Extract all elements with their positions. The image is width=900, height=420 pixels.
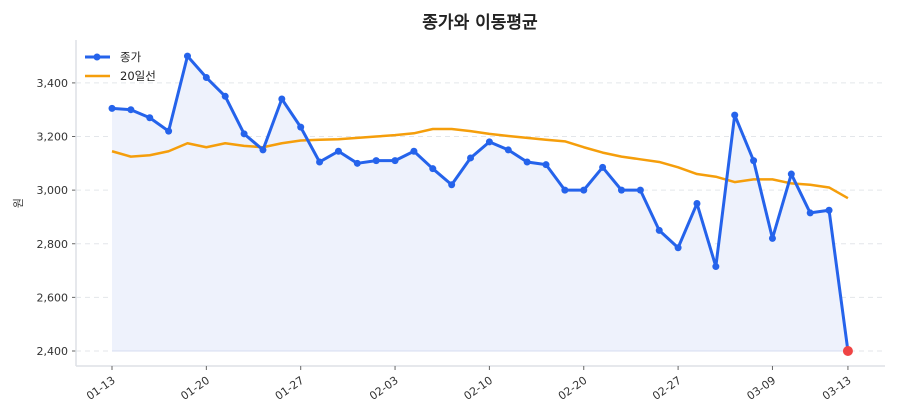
close-point bbox=[787, 170, 795, 178]
close-point bbox=[221, 92, 229, 100]
x-tick-label: 01-27 bbox=[273, 374, 307, 403]
x-tick-label: 01-13 bbox=[84, 374, 118, 403]
close-point bbox=[523, 158, 531, 166]
y-tick-label: 2,800 bbox=[37, 238, 69, 251]
y-axis-label: 원 bbox=[12, 198, 25, 208]
close-point bbox=[825, 206, 833, 214]
x-tick-label: 02-10 bbox=[461, 374, 495, 403]
legend-close-label: 종가 bbox=[120, 50, 142, 64]
close-point bbox=[750, 157, 758, 165]
close-point bbox=[485, 138, 493, 146]
x-tick-label: 01-20 bbox=[178, 374, 212, 403]
close-point bbox=[391, 157, 399, 165]
chart-title: 종가와 이동평균 bbox=[422, 13, 538, 33]
close-point bbox=[580, 186, 588, 194]
close-point bbox=[259, 146, 267, 154]
y-tick-label: 3,200 bbox=[37, 131, 69, 144]
close-point bbox=[712, 263, 720, 271]
close-point bbox=[768, 234, 776, 242]
close-line bbox=[111, 54, 850, 352]
close-point bbox=[165, 127, 173, 135]
close-point bbox=[240, 130, 248, 138]
close-point bbox=[504, 146, 512, 154]
close-point bbox=[278, 95, 286, 103]
x-tick-label: 03-09 bbox=[745, 374, 779, 403]
close-point bbox=[429, 165, 437, 173]
close-area-fill bbox=[112, 56, 848, 351]
x-tick-label: 03-13 bbox=[820, 374, 854, 403]
x-tick-label: 02-20 bbox=[556, 374, 590, 403]
close-point bbox=[448, 181, 456, 189]
close-point bbox=[599, 163, 607, 171]
close-point bbox=[806, 209, 814, 217]
close-last-point bbox=[842, 345, 853, 356]
close-point bbox=[108, 104, 116, 112]
close-point bbox=[334, 147, 342, 155]
close-point bbox=[127, 106, 135, 114]
close-point bbox=[655, 226, 663, 234]
legend: 종가 20일선 bbox=[85, 50, 156, 83]
close-point bbox=[372, 157, 380, 165]
y-tick-label: 3,000 bbox=[37, 184, 69, 197]
close-point bbox=[316, 158, 324, 166]
close-point bbox=[467, 154, 475, 162]
close-point bbox=[542, 161, 550, 169]
legend-ma20-label: 20일선 bbox=[120, 69, 156, 83]
close-point bbox=[146, 114, 154, 122]
close-point bbox=[183, 52, 191, 60]
close-point bbox=[731, 111, 739, 119]
y-tick-label: 3,400 bbox=[37, 77, 69, 90]
close-point bbox=[636, 186, 644, 194]
close-point bbox=[561, 186, 569, 194]
close-point bbox=[410, 147, 418, 155]
x-tick-label: 02-03 bbox=[367, 374, 401, 403]
close-point bbox=[202, 74, 210, 82]
y-tick-label: 2,600 bbox=[37, 291, 69, 304]
close-point bbox=[674, 244, 682, 252]
legend-close-marker bbox=[93, 53, 101, 61]
close-point bbox=[297, 123, 305, 131]
close-point bbox=[693, 200, 701, 208]
x-tick-label: 02-27 bbox=[650, 374, 684, 403]
close-point bbox=[617, 186, 625, 194]
y-tick-label: 2,400 bbox=[37, 345, 69, 358]
close-point bbox=[353, 159, 361, 167]
